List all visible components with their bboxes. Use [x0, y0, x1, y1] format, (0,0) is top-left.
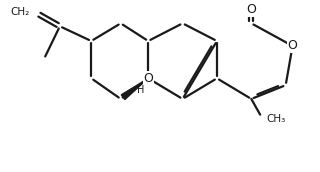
Text: O: O [288, 39, 298, 52]
Polygon shape [121, 81, 145, 100]
Text: O: O [143, 72, 153, 85]
Text: CH₂: CH₂ [10, 7, 29, 17]
Text: O: O [246, 3, 256, 16]
Text: H: H [137, 85, 144, 95]
Text: CH₃: CH₃ [266, 114, 285, 123]
